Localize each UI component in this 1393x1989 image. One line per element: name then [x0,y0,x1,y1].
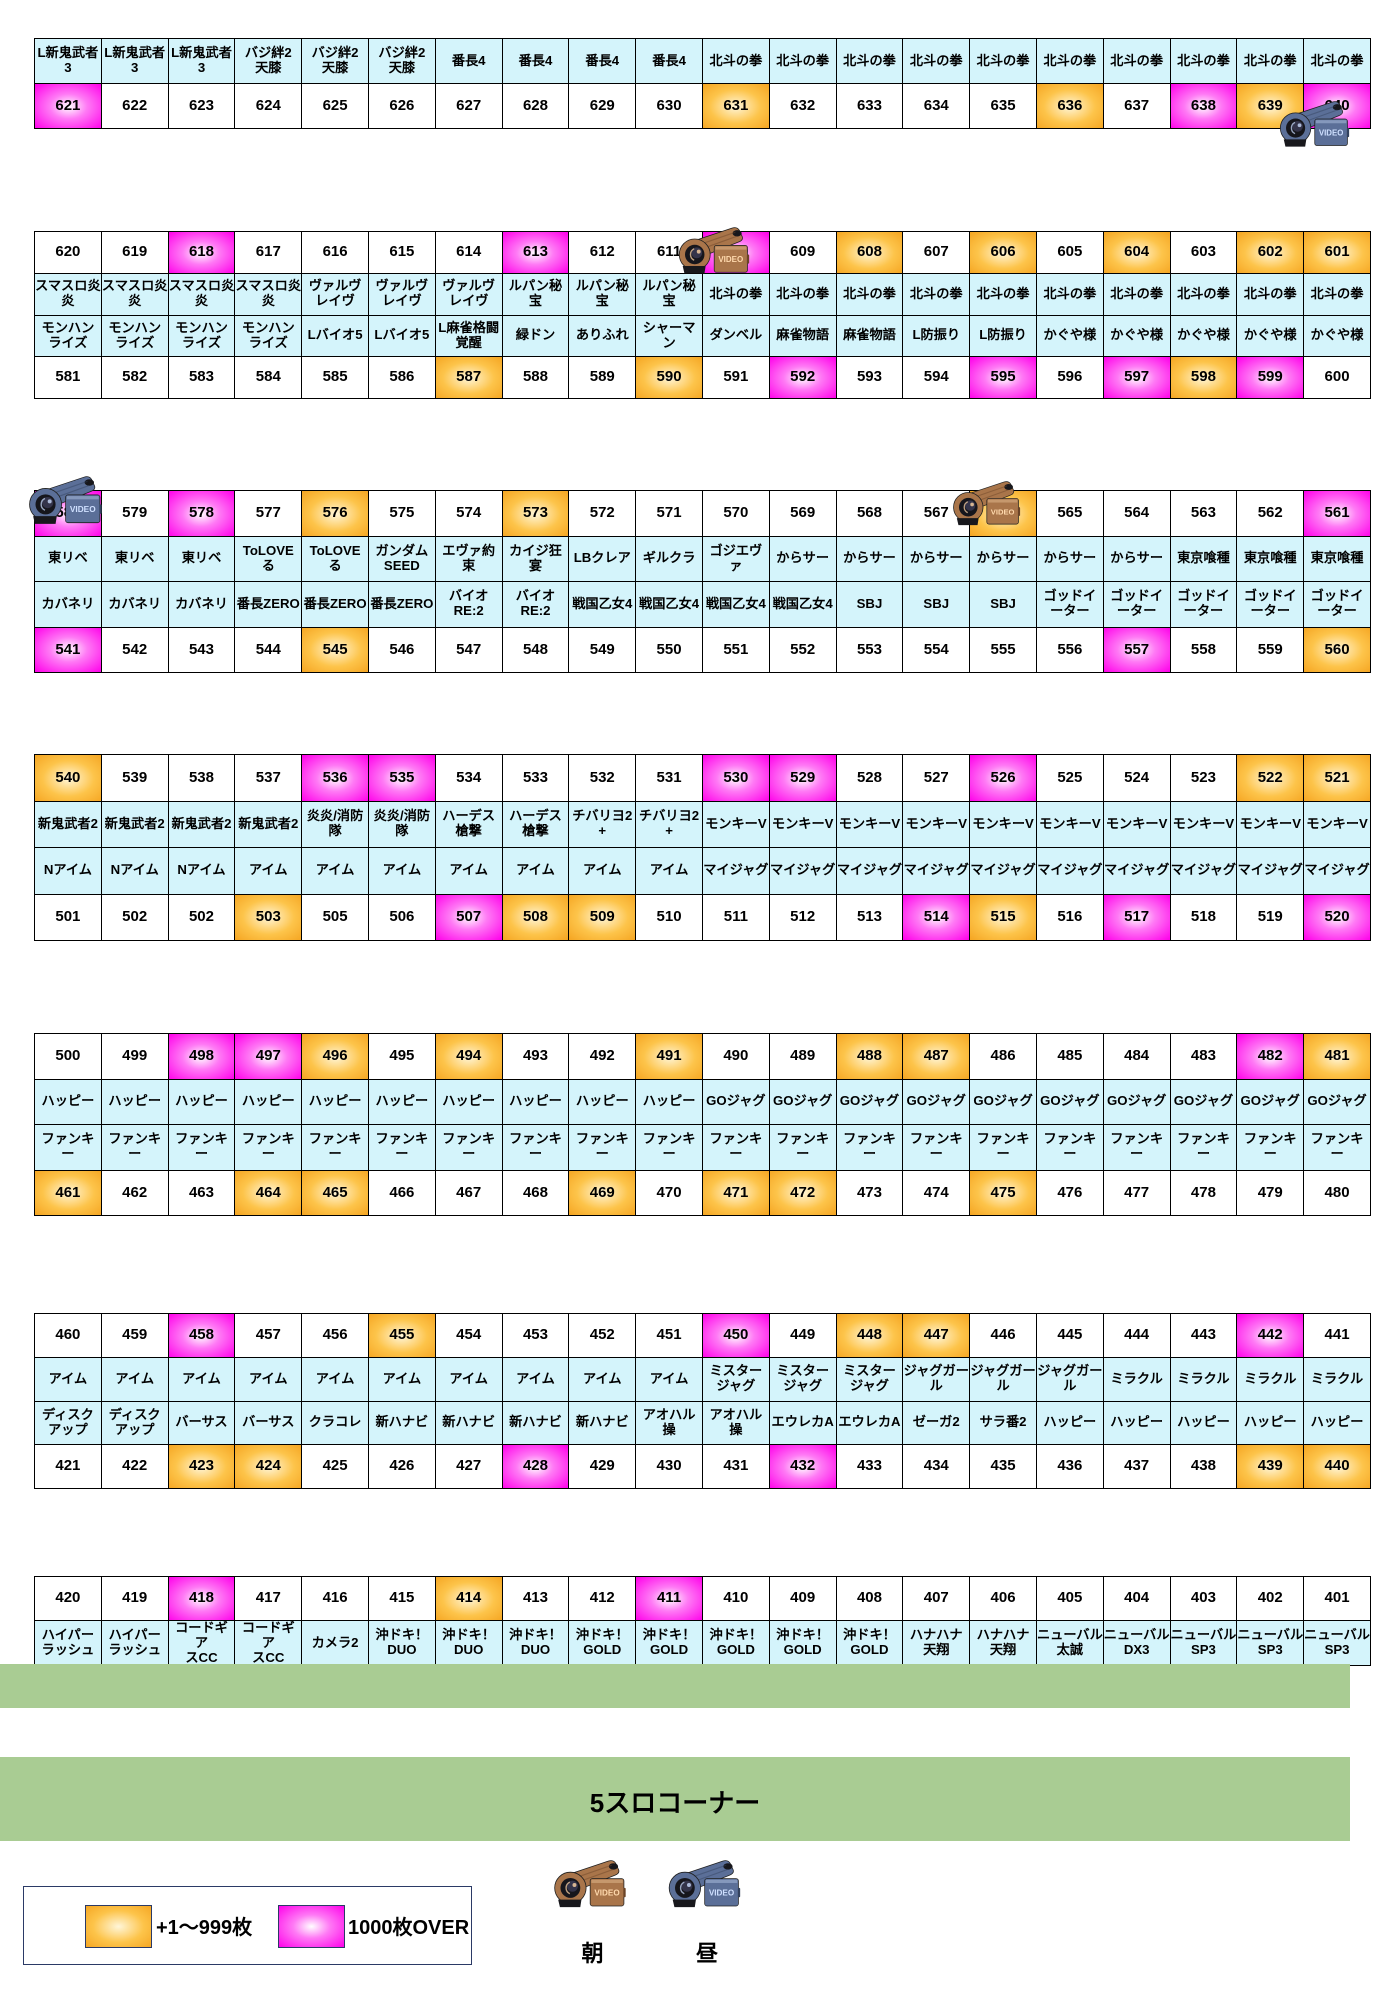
svg-text:VIDEO: VIDEO [70,505,96,514]
svg-text:VIDEO: VIDEO [991,507,1015,516]
svg-text:VIDEO: VIDEO [718,255,743,264]
svg-text:VIDEO: VIDEO [709,1888,734,1897]
svg-text:VIDEO: VIDEO [1319,128,1344,137]
svg-text:VIDEO: VIDEO [594,1888,619,1897]
